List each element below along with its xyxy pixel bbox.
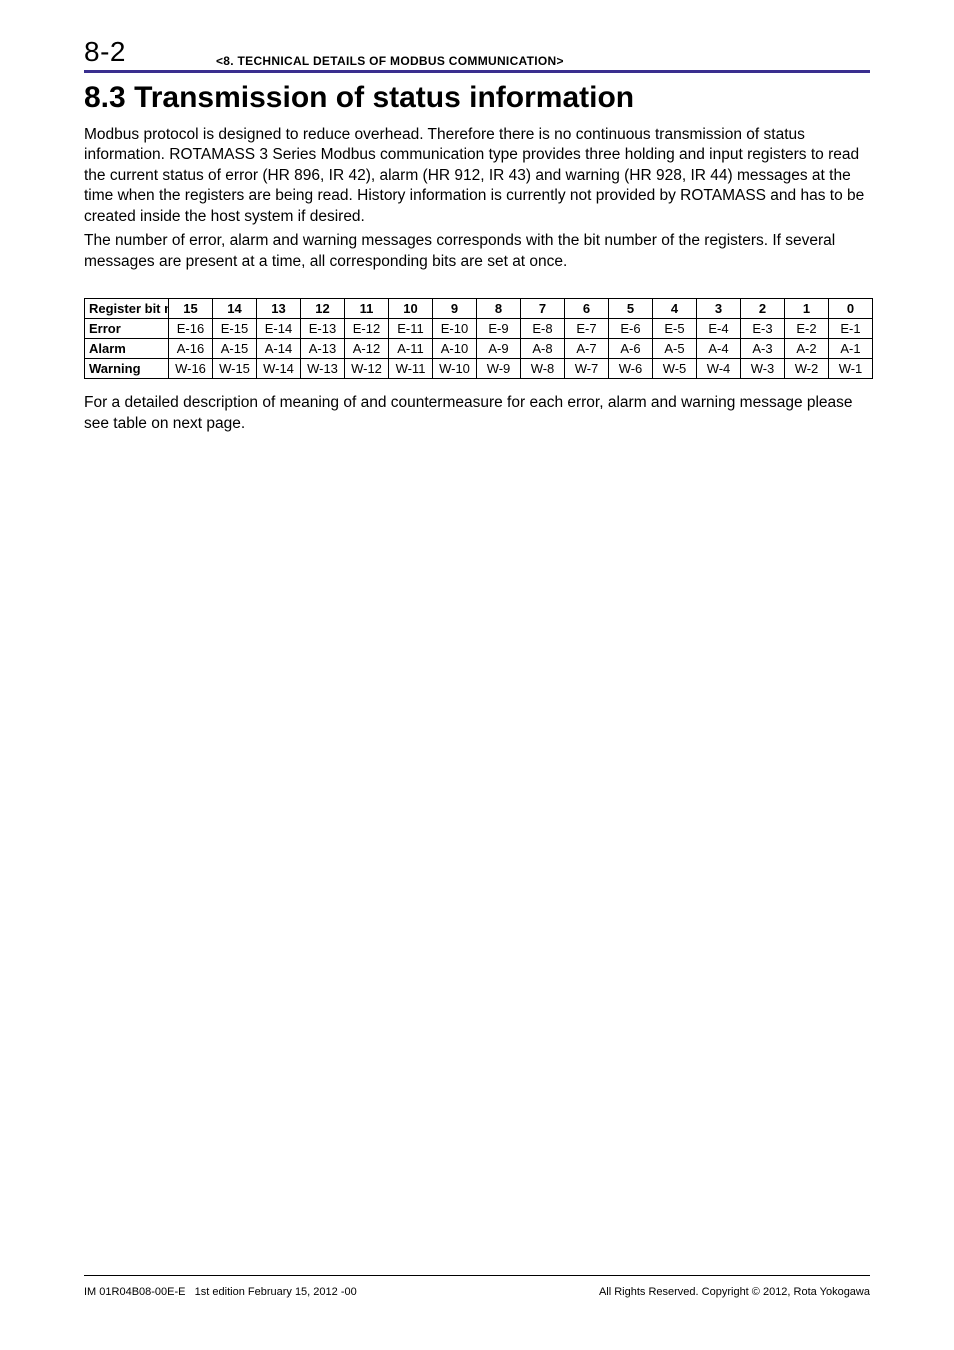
cell: E-10 [433, 319, 477, 339]
cell: A-12 [345, 339, 389, 359]
register-bit-table: Register bit no. 15 14 13 12 11 10 9 8 7… [84, 298, 873, 379]
paragraph-intro-1: Modbus protocol is designed to reduce ov… [84, 125, 870, 227]
table-header-label: Register bit no. [85, 299, 169, 319]
cell: W-11 [389, 359, 433, 379]
cell: A-5 [653, 339, 697, 359]
chapter-title: <8. TECHNICAL DETAILS OF MODBUS COMMUNIC… [216, 54, 564, 68]
cell: W-13 [301, 359, 345, 379]
section-title-text: Transmission of status information [134, 81, 634, 114]
cell: E-15 [213, 319, 257, 339]
bit-col-header: 15 [169, 299, 213, 319]
cell: A-7 [565, 339, 609, 359]
bit-col-header: 9 [433, 299, 477, 319]
row-label-alarm: Alarm [85, 339, 169, 359]
cell: A-13 [301, 339, 345, 359]
row-label-error: Error [85, 319, 169, 339]
cell: A-9 [477, 339, 521, 359]
cell: E-1 [829, 319, 873, 339]
cell: E-2 [785, 319, 829, 339]
bit-col-header: 10 [389, 299, 433, 319]
table-header-row: Register bit no. 15 14 13 12 11 10 9 8 7… [85, 299, 873, 319]
cell: E-14 [257, 319, 301, 339]
cell: W-9 [477, 359, 521, 379]
cell: A-4 [697, 339, 741, 359]
cell: E-16 [169, 319, 213, 339]
cell: E-3 [741, 319, 785, 339]
footer-right: All Rights Reserved. Copyright © 2012, R… [599, 1286, 870, 1298]
section-heading: 8.3 Transmission of status information [84, 81, 870, 115]
cell: E-9 [477, 319, 521, 339]
bit-col-header: 13 [257, 299, 301, 319]
bit-col-header: 11 [345, 299, 389, 319]
cell: W-8 [521, 359, 565, 379]
cell: E-6 [609, 319, 653, 339]
bit-col-header: 6 [565, 299, 609, 319]
bit-col-header: 3 [697, 299, 741, 319]
cell: A-14 [257, 339, 301, 359]
cell: W-12 [345, 359, 389, 379]
paragraph-after-table: For a detailed description of meaning of… [84, 393, 870, 434]
bit-col-header: 7 [521, 299, 565, 319]
cell: E-13 [301, 319, 345, 339]
cell: E-12 [345, 319, 389, 339]
cell: W-10 [433, 359, 477, 379]
cell: W-6 [609, 359, 653, 379]
cell: E-8 [521, 319, 565, 339]
cell: W-1 [829, 359, 873, 379]
cell: E-4 [697, 319, 741, 339]
paragraph-intro-2: The number of error, alarm and warning m… [84, 231, 870, 272]
running-header: 8-2 <8. TECHNICAL DETAILS OF MODBUS COMM… [84, 36, 870, 73]
cell: W-2 [785, 359, 829, 379]
footer-left: IM 01R04B08-00E-E 1st edition February 1… [84, 1286, 357, 1298]
cell: W-3 [741, 359, 785, 379]
bit-col-header: 12 [301, 299, 345, 319]
table-row: Error E-16 E-15 E-14 E-13 E-12 E-11 E-10… [85, 319, 873, 339]
bit-col-header: 1 [785, 299, 829, 319]
cell: A-11 [389, 339, 433, 359]
cell: E-5 [653, 319, 697, 339]
cell: W-7 [565, 359, 609, 379]
page-container: 8-2 <8. TECHNICAL DETAILS OF MODBUS COMM… [0, 0, 954, 1350]
cell: A-8 [521, 339, 565, 359]
cell: W-15 [213, 359, 257, 379]
page-number: 8-2 [84, 36, 126, 68]
bit-col-header: 8 [477, 299, 521, 319]
cell: A-15 [213, 339, 257, 359]
table-row: Alarm A-16 A-15 A-14 A-13 A-12 A-11 A-10… [85, 339, 873, 359]
row-label-warning: Warning [85, 359, 169, 379]
cell: E-11 [389, 319, 433, 339]
bit-col-header: 0 [829, 299, 873, 319]
section-number: 8.3 [84, 81, 126, 114]
bit-col-header: 5 [609, 299, 653, 319]
cell: W-16 [169, 359, 213, 379]
cell: W-5 [653, 359, 697, 379]
page-footer: IM 01R04B08-00E-E 1st edition February 1… [84, 1275, 870, 1298]
bit-col-header: 2 [741, 299, 785, 319]
cell: A-16 [169, 339, 213, 359]
cell: W-14 [257, 359, 301, 379]
cell: E-7 [565, 319, 609, 339]
cell: A-10 [433, 339, 477, 359]
cell: A-2 [785, 339, 829, 359]
bit-col-header: 14 [213, 299, 257, 319]
cell: A-1 [829, 339, 873, 359]
cell: A-3 [741, 339, 785, 359]
bit-col-header: 4 [653, 299, 697, 319]
table-row: Warning W-16 W-15 W-14 W-13 W-12 W-11 W-… [85, 359, 873, 379]
cell: W-4 [697, 359, 741, 379]
cell: A-6 [609, 339, 653, 359]
